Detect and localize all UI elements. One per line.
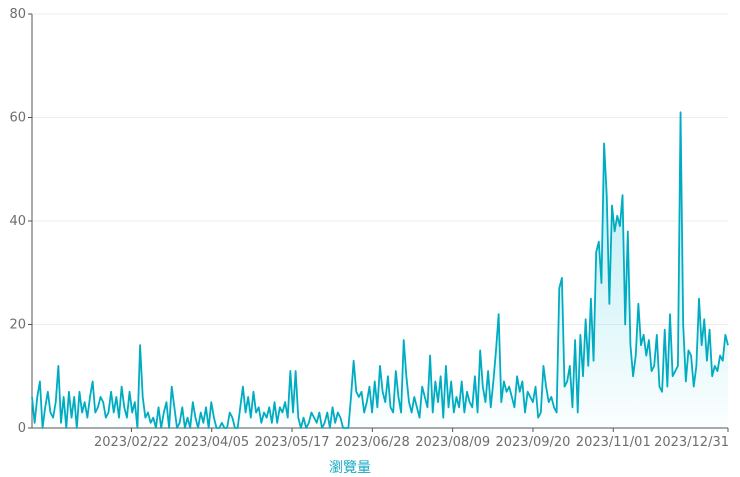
x-tick-label: 2023/05/17 [255, 435, 330, 450]
y-tick-label: 0 [18, 421, 26, 436]
x-tick-label: 2023/08/09 [415, 435, 490, 450]
x-axis-label: 瀏覽量 [329, 460, 371, 476]
y-tick-label: 80 [9, 7, 26, 22]
y-tick-label: 60 [9, 111, 26, 126]
x-tick-label: 2023/02/22 [94, 435, 169, 450]
x-tick-label: 2023/12/31 [654, 435, 729, 450]
series-line [31, 111, 729, 429]
x-tick-label: 2023/06/28 [335, 435, 410, 450]
x-tick-label: 2023/04/05 [174, 435, 249, 450]
x-tick-label: 2023/11/01 [576, 435, 651, 450]
y-tick-label: 40 [9, 214, 26, 229]
series-area [32, 112, 728, 428]
x-tick-label: 2023/09/20 [495, 435, 570, 450]
y-tick-label: 20 [9, 318, 26, 333]
